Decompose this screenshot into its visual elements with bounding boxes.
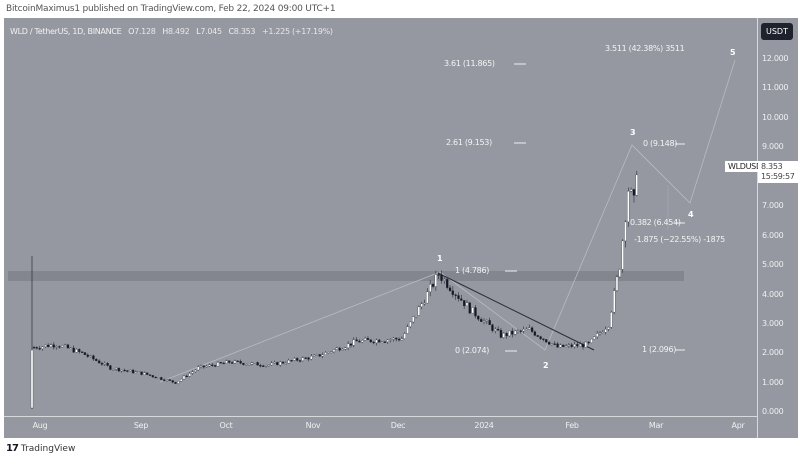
price-tick: 6.000 [762,231,784,240]
wave-label-4: 4 [688,210,694,219]
currency-button[interactable]: USDT [761,23,793,40]
last-price-symbol: WLDUSDT [725,161,770,172]
descending-trendline [437,272,595,351]
symbol-name: WLD / TetherUS, 1D, BINANCE [10,27,122,36]
fib-annotation: 3.511 (42.38%) 3511 [605,44,685,53]
price-tick: 1.000 [762,378,784,387]
wave-label-1: 1 [437,254,443,263]
wave-label-5: 5 [730,48,736,57]
fib-annotation: 3.61 (11.865) [444,59,495,68]
time-tick: Dec [390,421,406,430]
price-axis-divider [757,18,758,438]
price-tick: 7.000 [762,201,784,210]
price-tick: 2.000 [762,348,784,357]
price-tick: 4.000 [762,290,784,299]
fib-annotation: 0 (9.148) [643,139,678,148]
time-tick: Mar [648,421,664,430]
time-tick: Feb [565,421,579,430]
tradingview-footer[interactable]: 17 TradingView [6,443,75,454]
time-tick: Nov [305,421,321,430]
open-value: 7.128 [134,27,156,36]
bar-countdown: 15:59:57 [761,172,795,181]
fib-annotation: 1 (2.096) [642,345,677,354]
wave-label-3: 3 [630,128,636,137]
last-price-label: 8.353 15:59:57 [758,161,798,183]
candlestick-series [30,170,638,409]
price-tick: 5.000 [762,260,784,269]
price-tick: 3.000 [762,319,784,328]
fib-annotation: 2.61 (9.153) [446,138,492,147]
price-tick: 10.000 [762,113,789,122]
time-tick: 2024 [474,421,494,430]
fib-annotation: -1.875 (−22.55%) -1875 [634,235,725,244]
elliott-wave-path [159,59,736,383]
resistance-zone [8,271,684,281]
close-value: 8.353 [233,27,256,36]
fib-annotation: 1 (4.786) [455,266,490,275]
high-value: 8.492 [168,27,190,36]
published-caption: BitcoinMaximus1 published on TradingView… [6,4,336,14]
fib-markers [505,63,685,352]
fib-annotation: 0.382 (6.454) [630,218,681,227]
time-axis-divider [4,416,757,417]
time-tick: Apr [731,421,745,430]
price-tick: 9.000 [762,142,784,151]
change-value: +1.225 (+17.19%) [261,27,333,36]
chart-panel[interactable] [4,18,798,438]
time-tick: Aug [32,421,48,430]
time-tick: Sep [133,421,149,430]
price-tick: 12.000 [762,54,789,63]
time-tick: Oct [219,421,233,430]
price-tick: 11.000 [762,83,789,92]
tradingview-logo-icon: 17 [6,443,19,454]
symbol-legend: WLD / TetherUS, 1D, BINANCE O7.128 H8.49… [10,27,333,36]
wave-label-2: 2 [543,361,549,370]
low-value: 7.045 [200,27,222,36]
fib-annotation: 0 (2.074) [455,346,490,355]
price-tick: 0.000 [762,407,784,416]
brand-name: TradingView [20,443,76,454]
